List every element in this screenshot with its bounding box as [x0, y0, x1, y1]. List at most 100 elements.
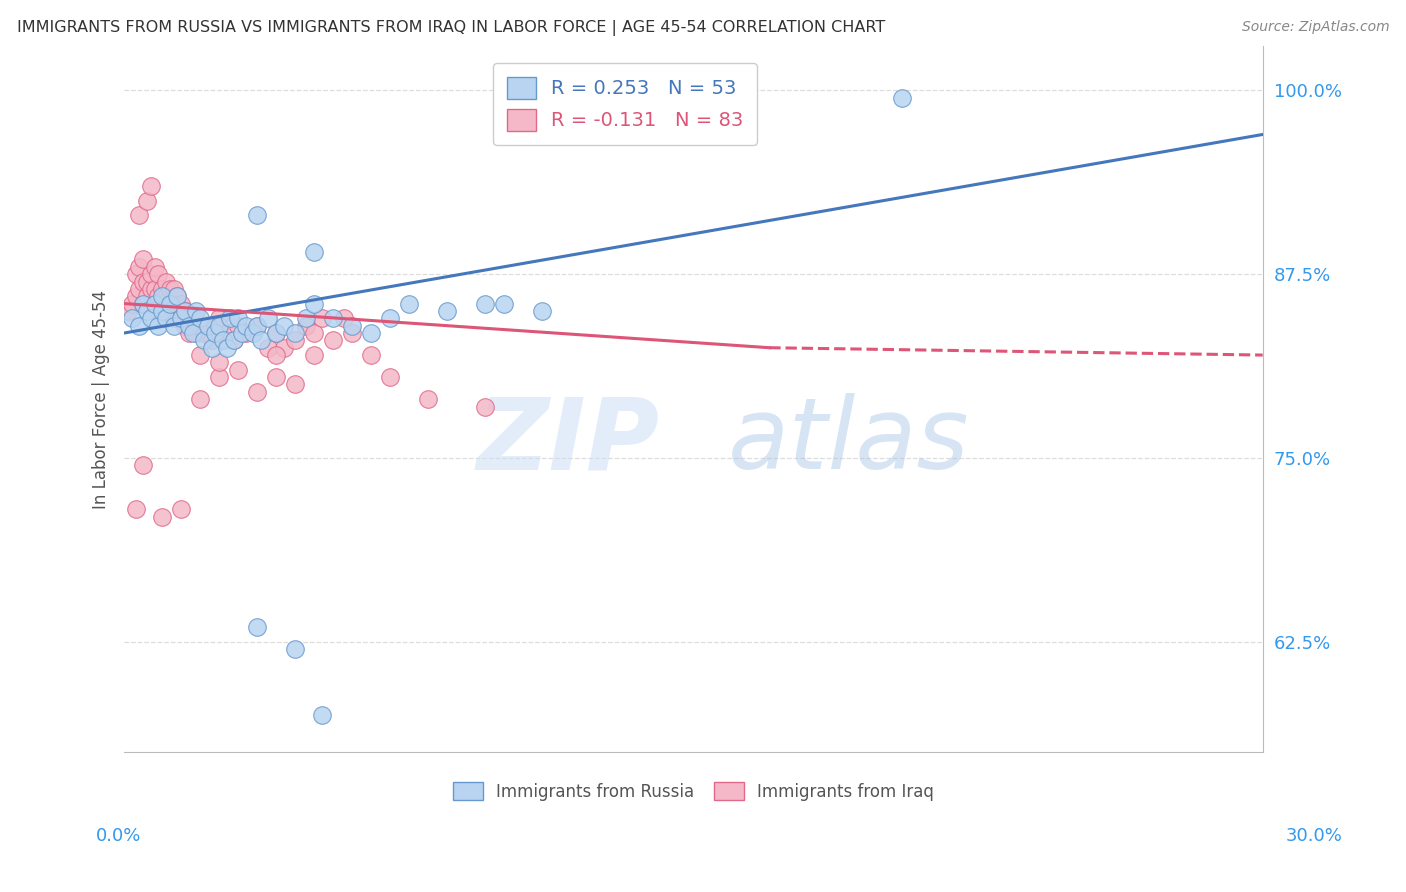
Point [215, 326, 238, 340]
Point [124, 267, 146, 281]
Point [136, 289, 159, 303]
Point [150, 509, 173, 524]
Point [139, 282, 162, 296]
Point [132, 275, 155, 289]
Point [159, 296, 181, 310]
Point [257, 341, 280, 355]
Legend: Immigrants from Russia, Immigrants from Iraq: Immigrants from Russia, Immigrants from … [446, 775, 941, 807]
Point [143, 282, 166, 296]
Point [174, 304, 197, 318]
Point [188, 318, 211, 333]
Point [181, 311, 204, 326]
Point [128, 260, 150, 274]
Point [226, 318, 249, 333]
Point [121, 296, 143, 310]
Point [200, 334, 222, 348]
Point [378, 370, 401, 384]
Point [148, 318, 170, 333]
Point [340, 326, 363, 340]
Point [155, 275, 177, 289]
Point [177, 326, 200, 340]
Point [188, 311, 211, 326]
Point [139, 178, 162, 193]
Point [148, 267, 170, 281]
Point [197, 318, 219, 333]
Point [193, 326, 215, 340]
Point [295, 318, 318, 333]
Text: IMMIGRANTS FROM RUSSIA VS IMMIGRANTS FROM IRAQ IN LABOR FORCE | AGE 45-54 CORREL: IMMIGRANTS FROM RUSSIA VS IMMIGRANTS FRO… [17, 20, 886, 36]
Point [212, 334, 235, 348]
Text: 0.0%: 0.0% [96, 827, 141, 845]
Point [284, 642, 307, 657]
Point [128, 318, 150, 333]
Point [150, 282, 173, 296]
Point [170, 311, 193, 326]
Point [436, 304, 458, 318]
Point [117, 304, 139, 318]
Point [257, 311, 280, 326]
Point [136, 194, 159, 208]
Point [162, 296, 184, 310]
Point [208, 311, 231, 326]
Point [224, 334, 246, 348]
Point [186, 304, 208, 318]
Point [204, 318, 226, 333]
Point [150, 304, 173, 318]
Point [150, 289, 173, 303]
Point [128, 282, 150, 296]
Text: atlas: atlas [727, 393, 969, 490]
Point [215, 341, 238, 355]
Point [162, 318, 184, 333]
Point [128, 208, 150, 222]
Point [143, 296, 166, 310]
Point [155, 311, 177, 326]
Point [159, 296, 181, 310]
Point [148, 304, 170, 318]
Point [132, 296, 155, 310]
Point [148, 289, 170, 303]
Point [132, 296, 155, 310]
Point [530, 304, 553, 318]
Point [302, 348, 325, 362]
Point [181, 326, 204, 340]
Point [246, 620, 269, 634]
Point [132, 458, 155, 473]
Point [143, 296, 166, 310]
Point [284, 377, 307, 392]
Point [208, 318, 231, 333]
Point [166, 289, 188, 303]
Point [302, 296, 325, 310]
Text: 30.0%: 30.0% [1286, 827, 1343, 845]
Point [273, 318, 295, 333]
Point [170, 296, 193, 310]
Point [139, 311, 162, 326]
Point [170, 311, 193, 326]
Point [150, 296, 173, 310]
Point [162, 282, 184, 296]
Point [162, 311, 184, 326]
Point [132, 252, 155, 267]
Point [246, 208, 269, 222]
Point [139, 267, 162, 281]
Point [166, 304, 188, 318]
Point [174, 304, 197, 318]
Point [322, 334, 344, 348]
Point [250, 334, 273, 348]
Point [166, 289, 188, 303]
Point [311, 708, 333, 723]
Point [295, 311, 318, 326]
Point [284, 326, 307, 340]
Point [124, 502, 146, 516]
Point [311, 311, 333, 326]
Point [333, 311, 356, 326]
Point [170, 502, 193, 516]
Point [174, 318, 197, 333]
Text: ZIP: ZIP [477, 393, 659, 490]
Point [302, 245, 325, 260]
Point [155, 304, 177, 318]
Point [208, 326, 231, 340]
Point [235, 326, 257, 340]
Point [264, 370, 287, 384]
Point [340, 318, 363, 333]
Point [235, 318, 257, 333]
